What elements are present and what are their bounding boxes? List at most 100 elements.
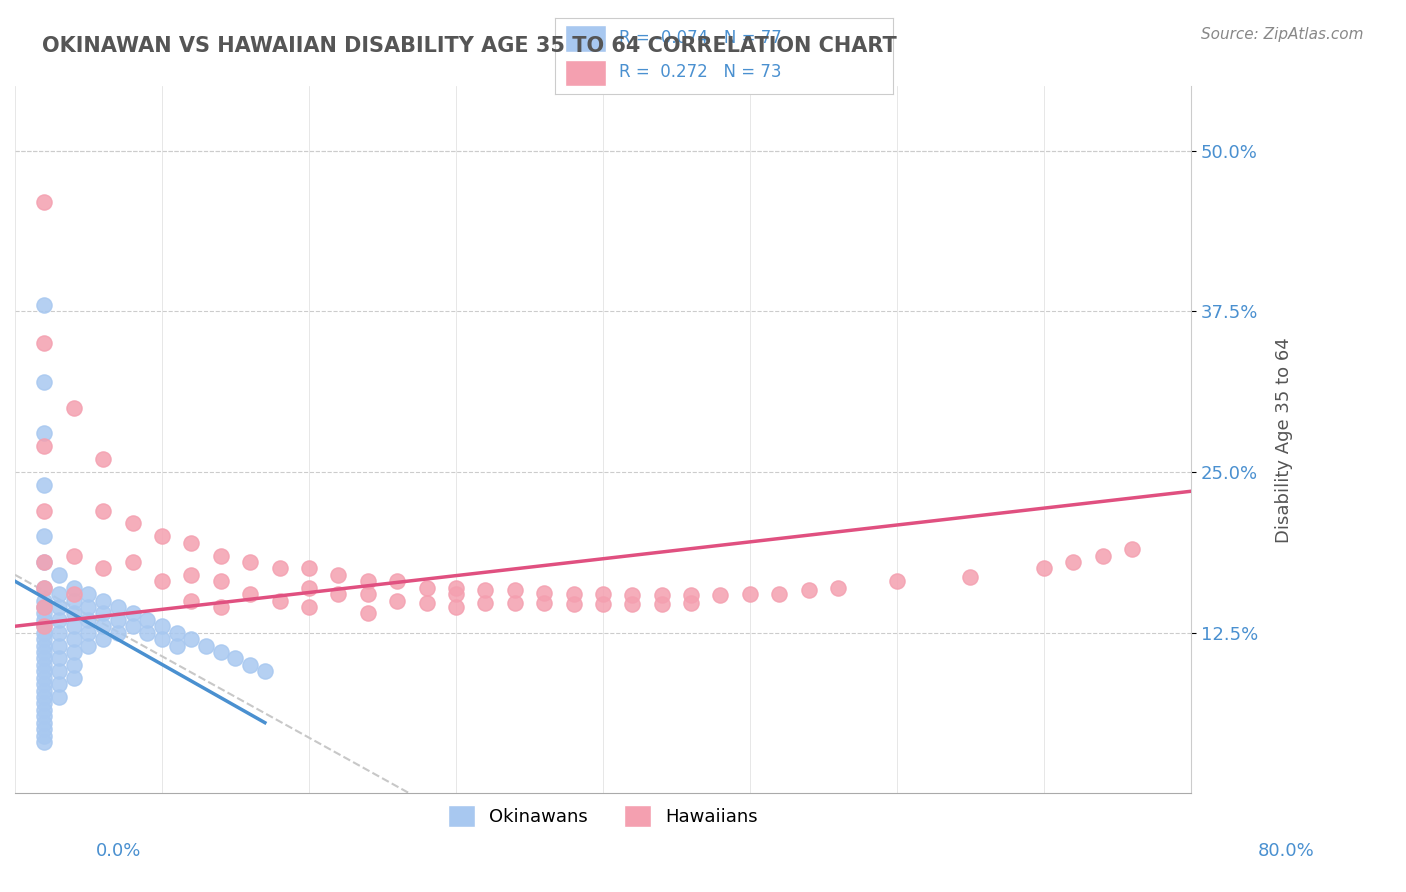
FancyBboxPatch shape — [565, 26, 606, 52]
Point — [62, 581, 84, 595]
Text: R = -0.074   N = 77: R = -0.074 N = 77 — [620, 29, 782, 47]
Point — [415, 581, 437, 595]
Point — [62, 657, 84, 672]
Text: 80.0%: 80.0% — [1258, 842, 1315, 860]
Point — [180, 632, 202, 646]
Point — [269, 561, 291, 575]
Point — [533, 586, 555, 600]
Point — [91, 607, 114, 621]
Point — [621, 598, 644, 612]
Point — [34, 599, 56, 614]
Point — [239, 657, 262, 672]
Point — [166, 639, 188, 653]
Point — [209, 645, 232, 659]
Point — [48, 587, 70, 601]
Point — [959, 570, 981, 584]
Point — [34, 709, 56, 723]
Point — [34, 555, 56, 569]
Point — [107, 599, 129, 614]
Point — [651, 598, 673, 612]
Point — [91, 503, 114, 517]
Point — [62, 632, 84, 646]
Point — [34, 375, 56, 389]
Point — [34, 703, 56, 717]
Text: Source: ZipAtlas.com: Source: ZipAtlas.com — [1201, 27, 1364, 42]
Point — [150, 619, 173, 633]
Point — [34, 677, 56, 691]
Point — [209, 599, 232, 614]
Point — [48, 639, 70, 653]
Point — [34, 690, 56, 704]
Point — [503, 596, 526, 610]
Point — [34, 645, 56, 659]
Point — [62, 401, 84, 415]
Point — [224, 651, 246, 665]
Point — [328, 587, 350, 601]
Point — [298, 561, 321, 575]
Y-axis label: Disability Age 35 to 64: Disability Age 35 to 64 — [1275, 337, 1292, 542]
Point — [77, 625, 100, 640]
Point — [34, 625, 56, 640]
Point — [34, 593, 56, 607]
Point — [48, 625, 70, 640]
Point — [34, 715, 56, 730]
Point — [62, 593, 84, 607]
Point — [34, 426, 56, 441]
Point — [592, 598, 614, 612]
Point — [444, 587, 467, 601]
Text: OKINAWAN VS HAWAIIAN DISABILITY AGE 35 TO 64 CORRELATION CHART: OKINAWAN VS HAWAIIAN DISABILITY AGE 35 T… — [42, 36, 897, 55]
Point — [150, 632, 173, 646]
Point — [180, 567, 202, 582]
Point — [651, 588, 673, 602]
Point — [385, 574, 408, 589]
Point — [385, 593, 408, 607]
Point — [738, 587, 761, 601]
Point — [34, 665, 56, 679]
Point — [533, 596, 555, 610]
Point — [34, 599, 56, 614]
Point — [298, 581, 321, 595]
Point — [121, 555, 143, 569]
Point — [34, 298, 56, 312]
Point — [150, 574, 173, 589]
Point — [34, 581, 56, 595]
Point — [209, 574, 232, 589]
Point — [121, 516, 143, 531]
Point — [136, 613, 159, 627]
Point — [239, 555, 262, 569]
Point — [48, 690, 70, 704]
Point — [34, 722, 56, 736]
Text: 0.0%: 0.0% — [96, 842, 141, 860]
Point — [34, 683, 56, 698]
Point — [107, 625, 129, 640]
Point — [91, 561, 114, 575]
Point — [1032, 561, 1054, 575]
Point — [195, 639, 218, 653]
Point — [357, 574, 380, 589]
Point — [48, 613, 70, 627]
Point — [681, 596, 703, 610]
Point — [768, 587, 790, 601]
Point — [34, 619, 56, 633]
Point — [166, 625, 188, 640]
Point — [34, 529, 56, 543]
Point — [77, 587, 100, 601]
Point — [474, 596, 496, 610]
Point — [34, 581, 56, 595]
Point — [34, 671, 56, 685]
Point — [444, 599, 467, 614]
Point — [121, 607, 143, 621]
Point — [48, 651, 70, 665]
Point — [562, 587, 585, 601]
Point — [474, 583, 496, 598]
Point — [136, 625, 159, 640]
Point — [34, 639, 56, 653]
Text: R =  0.272   N = 73: R = 0.272 N = 73 — [620, 63, 782, 81]
Point — [34, 657, 56, 672]
Point — [209, 549, 232, 563]
Point — [886, 574, 908, 589]
Point — [239, 587, 262, 601]
Point — [77, 613, 100, 627]
Point — [150, 529, 173, 543]
Point — [91, 619, 114, 633]
